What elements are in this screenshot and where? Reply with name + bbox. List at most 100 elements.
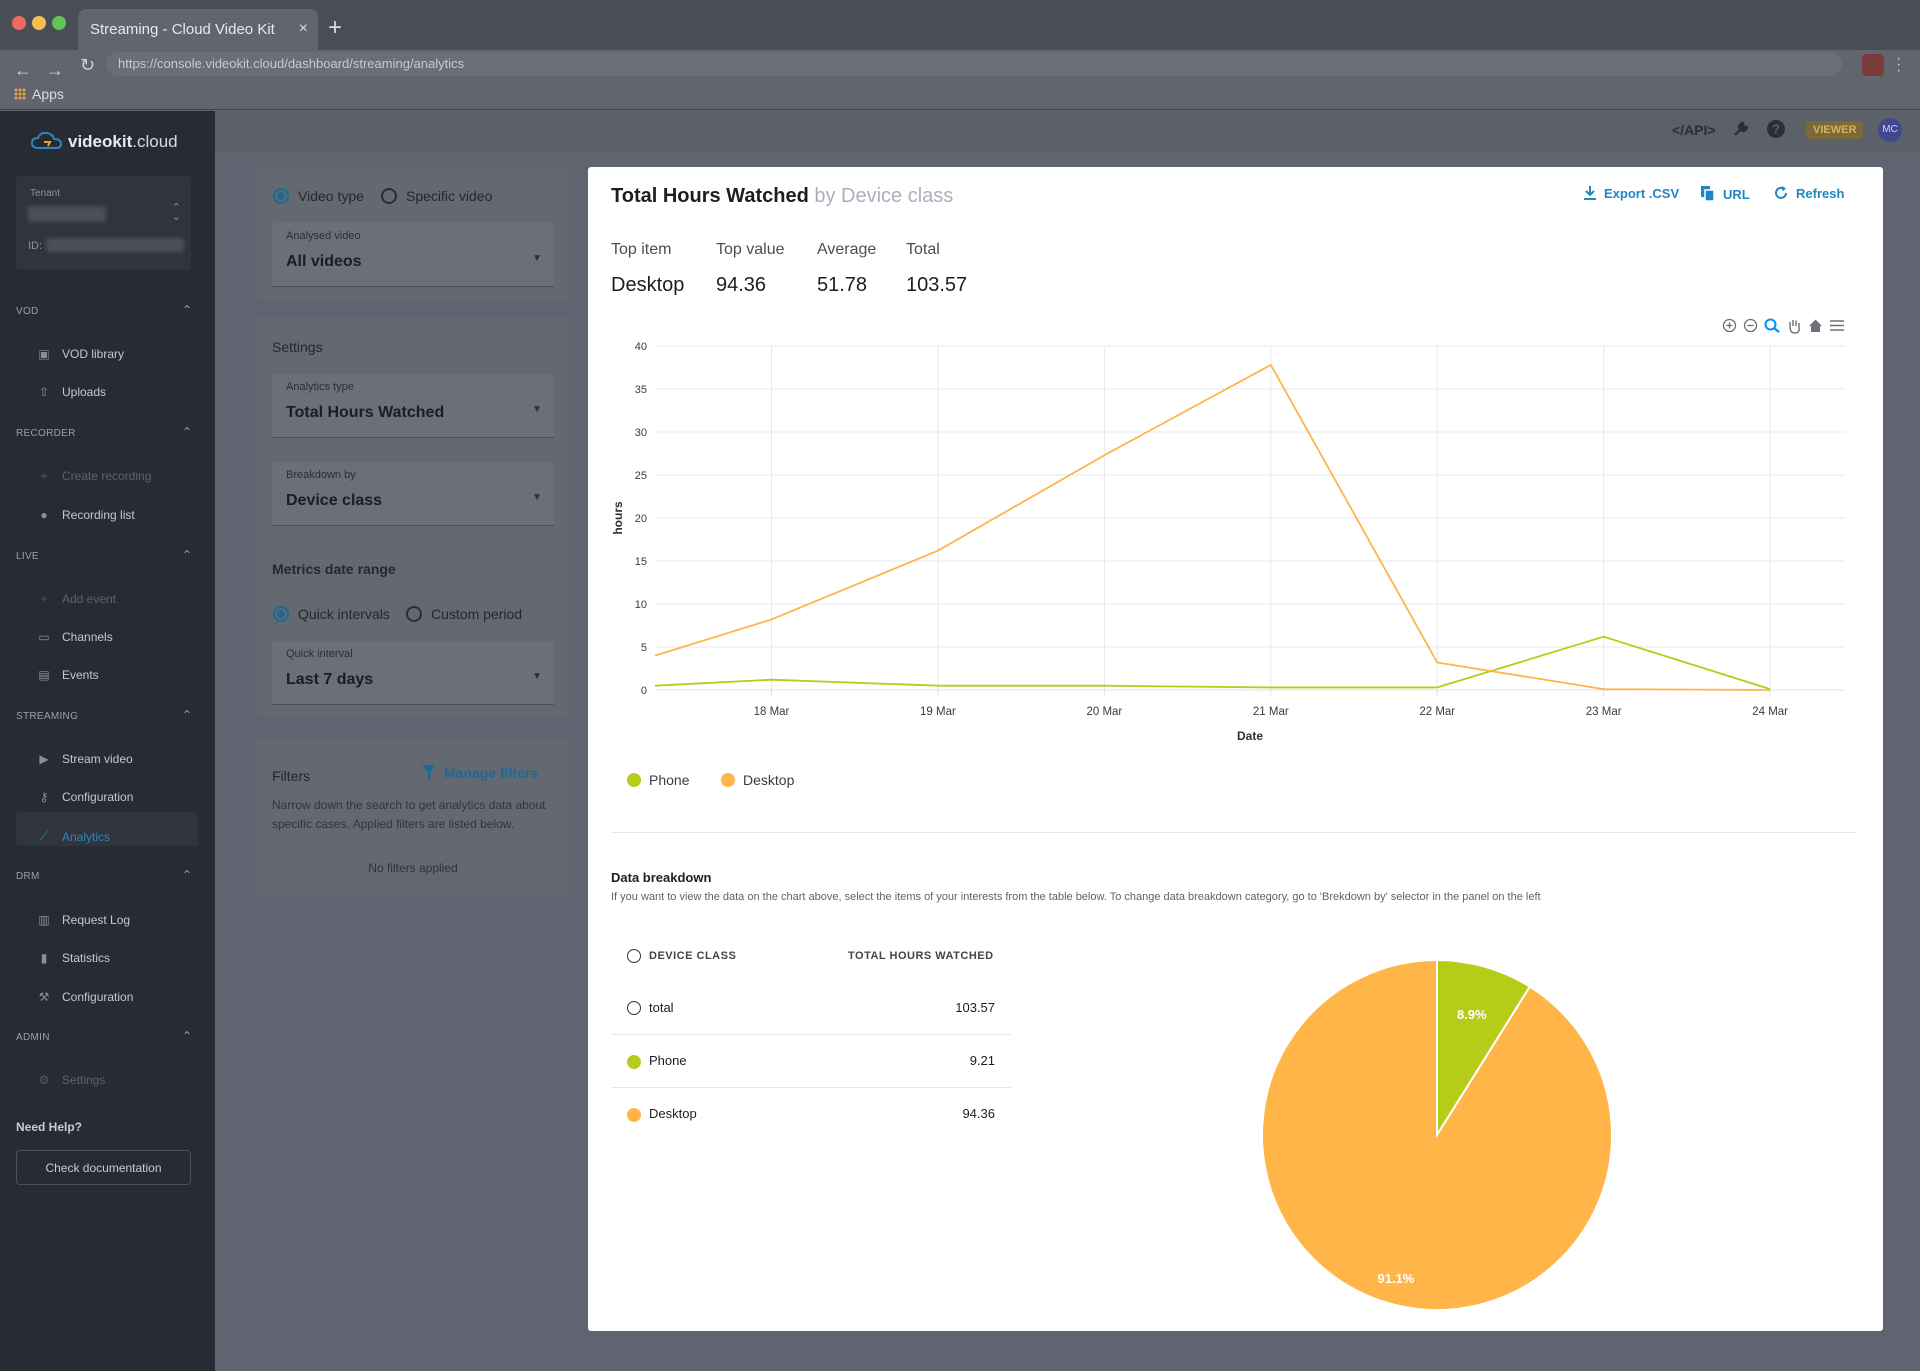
- upload-icon: ⇧: [38, 385, 50, 399]
- row-checkbox-phone[interactable]: [627, 1054, 641, 1072]
- refresh-button[interactable]: Refresh: [1774, 186, 1844, 201]
- back-icon[interactable]: ←: [14, 60, 32, 80]
- row-checkbox-total[interactable]: [627, 1001, 641, 1020]
- apps-bookmark[interactable]: Apps: [14, 86, 64, 102]
- chevron-up-icon[interactable]: ⌃: [182, 548, 193, 562]
- export-csv-button[interactable]: Export .CSV: [1584, 186, 1679, 201]
- chevron-up-icon[interactable]: ⌃: [182, 425, 193, 439]
- help-icon[interactable]: ?: [1766, 119, 1786, 142]
- sidebar-item-channels[interactable]: ▭ Channels: [36, 630, 113, 644]
- radio-unchecked-icon: [406, 606, 422, 622]
- sidebar-item-recording-list[interactable]: ● Recording list: [36, 508, 135, 522]
- chart-toolbar: [1722, 318, 1845, 334]
- close-window-button[interactable]: [12, 16, 26, 30]
- forward-icon[interactable]: →: [46, 60, 64, 80]
- browser-tab[interactable]: Streaming - Cloud Video Kit ×: [78, 9, 318, 50]
- chevron-up-icon[interactable]: ⌃: [182, 1029, 193, 1043]
- browser-tab-bar: [0, 0, 1920, 50]
- check-documentation-button[interactable]: Check documentation: [16, 1150, 191, 1185]
- analysed-video-select[interactable]: Analysed video All videos ▼: [272, 223, 554, 287]
- sidebar-item-settings[interactable]: ⚙ Settings: [36, 1073, 106, 1087]
- col-device-class[interactable]: DEVICE CLASS: [649, 950, 737, 962]
- manage-filters-button[interactable]: Manage filters: [422, 765, 538, 781]
- logo[interactable]: videokit.cloud: [30, 130, 178, 152]
- video-type-radio[interactable]: Video type: [273, 188, 364, 204]
- sidebar-item-create-recording[interactable]: + Create recording: [36, 469, 151, 483]
- sidebar-item-label: Channels: [62, 630, 113, 644]
- wrench-icon[interactable]: [1732, 120, 1750, 141]
- col-total-hours[interactable]: TOTAL HOURS WATCHED: [848, 950, 994, 962]
- browser-tab-title: Streaming - Cloud Video Kit: [90, 21, 275, 38]
- sidebar-item-analytics[interactable]: ⟋ Analytics: [36, 829, 110, 844]
- sidebar-item-label: Events: [62, 668, 99, 682]
- key-icon: ⚷: [39, 790, 49, 804]
- analytics-type-select[interactable]: Analytics type Total Hours Watched ▼: [272, 374, 554, 438]
- close-tab-icon[interactable]: ×: [298, 20, 308, 37]
- plus-icon: +: [40, 592, 48, 606]
- sidebar-item-uploads[interactable]: ⇧ Uploads: [36, 385, 106, 399]
- extension-icon[interactable]: [1862, 54, 1884, 76]
- url-button[interactable]: URL: [1701, 186, 1750, 202]
- x-axis-title: Date: [1237, 729, 1263, 743]
- sidebar-item-vod-library[interactable]: ▣ VOD library: [36, 347, 124, 361]
- analytics-card: [588, 167, 1883, 1331]
- sidebar-item-label: Configuration: [62, 990, 134, 1004]
- row-value-phone: 9.21: [969, 1053, 995, 1068]
- avatar[interactable]: MC: [1878, 118, 1902, 142]
- metrics-date-range-title: Metrics date range: [272, 561, 396, 577]
- reload-icon[interactable]: ↻: [80, 55, 96, 75]
- legend-phone-marker: [627, 773, 641, 787]
- dropdown-arrow-icon: ▼: [532, 404, 542, 415]
- dropdown-arrow-icon: ▼: [532, 671, 542, 682]
- minimize-window-button[interactable]: [32, 16, 46, 30]
- sidebar-item-add-event[interactable]: + Add event: [36, 592, 116, 606]
- custom-period-radio[interactable]: Custom period: [406, 606, 522, 622]
- chart-menu-icon[interactable]: [1829, 318, 1845, 333]
- sidebar-item-configuration[interactable]: ⚒ Configuration: [36, 990, 134, 1004]
- chevron-up-icon[interactable]: ⌃: [182, 868, 193, 882]
- api-link[interactable]: </API>: [1672, 122, 1716, 138]
- card-title: Total Hours Watched by Device class: [611, 185, 954, 207]
- quick-interval-select[interactable]: Quick interval Last 7 days ▼: [272, 641, 554, 705]
- pan-icon[interactable]: [1787, 318, 1802, 334]
- sidebar-item-label: Recording list: [62, 508, 135, 522]
- browser-menu-icon[interactable]: · · ·: [1896, 50, 1902, 79]
- sidebar-section-streaming: STREAMING: [16, 711, 79, 722]
- top-item-value: Desktop: [611, 274, 685, 296]
- legend-phone[interactable]: Phone: [627, 772, 689, 788]
- chevron-up-icon[interactable]: ⌃: [182, 708, 193, 722]
- specific-video-radio[interactable]: Specific video: [381, 188, 492, 204]
- new-tab-button[interactable]: +: [328, 14, 343, 41]
- legend-desktop[interactable]: Desktop: [721, 772, 794, 788]
- tenant-id-label: ID:: [28, 240, 43, 252]
- breakdown-select[interactable]: Breakdown by Device class ▼: [272, 462, 554, 526]
- pie-chart[interactable]: 8.9% 91.1%: [1256, 954, 1618, 1316]
- zoom-in-icon[interactable]: [1722, 318, 1737, 333]
- row-checkbox-desktop[interactable]: [627, 1107, 641, 1125]
- maximize-window-button[interactable]: [52, 16, 66, 30]
- sidebar-item-statistics[interactable]: ▮ Statistics: [36, 951, 110, 965]
- url-input[interactable]: https://console.videokit.cloud/dashboard…: [106, 52, 1842, 76]
- select-all-checkbox[interactable]: [627, 949, 641, 968]
- chevron-up-icon[interactable]: ⌃: [182, 303, 193, 317]
- legend-desktop-marker: [721, 773, 735, 787]
- sidebar-item-label: Uploads: [62, 385, 107, 399]
- x-tick-label: 24 Mar: [1752, 706, 1788, 718]
- tenant-selector[interactable]: Tenant ID: ⌃ ⌄: [16, 176, 191, 270]
- sidebar-item-configuration[interactable]: ⚷ Configuration: [36, 790, 134, 804]
- average-label: Average: [817, 241, 877, 258]
- plus-icon: +: [40, 469, 48, 483]
- line-chart[interactable]: 0 5 10 15 20 25 30 35 40 18 Mar 19 Mar 20 Mar 21 Mar…: [600, 330, 1860, 750]
- selection-zoom-icon[interactable]: [1764, 318, 1781, 333]
- y-tick-label: 30: [635, 427, 647, 439]
- bar-chart-icon: ▮: [40, 951, 48, 965]
- home-reset-icon[interactable]: [1808, 318, 1823, 333]
- sidebar-item-stream-video[interactable]: ▶ Stream video: [36, 752, 132, 766]
- sidebar-item-events[interactable]: ▤ Events: [36, 668, 99, 682]
- row-name-desktop: Desktop: [649, 1106, 697, 1121]
- sidebar-item-request-log[interactable]: ▥ Request Log: [36, 913, 130, 927]
- sidebar-active-highlight: [16, 812, 198, 846]
- zoom-out-icon[interactable]: [1743, 318, 1758, 333]
- quick-intervals-radio[interactable]: Quick intervals: [273, 606, 390, 622]
- record-icon: ●: [40, 508, 48, 522]
